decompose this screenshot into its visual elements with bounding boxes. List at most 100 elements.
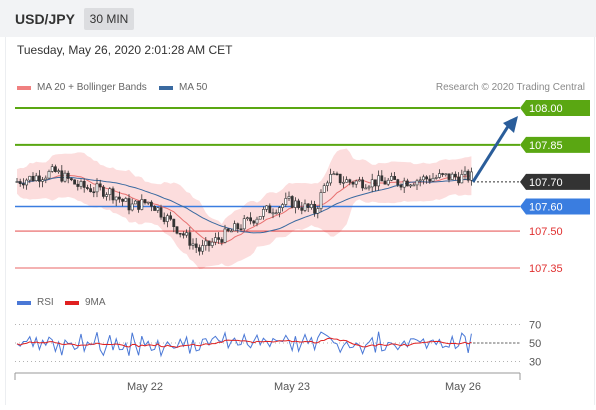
candle-body [31, 175, 35, 181]
candle-body [316, 208, 320, 214]
candle-body [127, 198, 131, 211]
candle-body [44, 177, 48, 181]
candle [373, 179, 377, 192]
candle-body [444, 173, 448, 176]
candle-body [348, 179, 352, 183]
candle-body [399, 184, 403, 188]
candle-body [92, 191, 96, 194]
candle [444, 173, 448, 177]
candle-body [297, 200, 301, 208]
candle [268, 203, 272, 214]
candle-body [284, 198, 288, 205]
candle [402, 177, 406, 193]
candle-body [415, 180, 419, 186]
candle-body [191, 243, 195, 246]
candle [447, 173, 451, 183]
candle [249, 212, 253, 225]
rsi-panel: 70 50 30 [15, 320, 541, 369]
candle-body [98, 183, 102, 188]
candle [415, 178, 419, 190]
candle-body [63, 172, 67, 182]
candle [271, 208, 275, 219]
candle-body [412, 184, 416, 187]
candle [332, 171, 336, 176]
legend-bollinger-label: MA 20 + Bollinger Bands [37, 82, 147, 93]
candle-body [121, 198, 125, 202]
candle [345, 176, 349, 183]
candle-body [156, 207, 160, 211]
candle [198, 244, 201, 256]
candle-body [434, 177, 438, 179]
candle-body [223, 228, 227, 243]
candle [31, 172, 35, 182]
candle [274, 209, 278, 215]
candle [370, 173, 374, 193]
candle-body [111, 188, 115, 201]
candle [261, 206, 265, 220]
candle-body [300, 207, 304, 211]
candle [290, 195, 294, 209]
candle [156, 207, 160, 214]
candle [95, 178, 99, 198]
candle [236, 222, 240, 233]
candle-body [354, 180, 358, 185]
candle-body [268, 205, 272, 214]
candle-body [201, 245, 205, 252]
candle-body [463, 170, 467, 175]
instrument-title: USD/JPY [15, 11, 75, 27]
candle [255, 216, 259, 227]
candle-body [437, 173, 441, 178]
candle-body [357, 179, 361, 182]
level-label-107.50: 107.50 [529, 226, 563, 238]
candle-body [322, 185, 326, 193]
candle [44, 175, 48, 184]
candle-body [143, 199, 147, 204]
level-label-107.85: 107.85 [529, 140, 563, 152]
candle [463, 166, 467, 181]
candle [316, 206, 320, 219]
candle [226, 227, 230, 233]
candle-body [441, 173, 445, 175]
candle-body [469, 171, 473, 181]
level-label-107.60: 107.60 [529, 201, 563, 213]
candle-body [194, 243, 198, 248]
candle [66, 170, 70, 184]
candle-body [332, 173, 336, 176]
candle-body [246, 217, 249, 220]
candle [377, 170, 381, 191]
bollinger-swatch [17, 85, 31, 90]
rsi-level-label-70: 70 [529, 320, 541, 332]
ma50-swatch [159, 85, 173, 90]
legend-ma50-label: MA 50 [179, 82, 208, 93]
candle-body [338, 173, 342, 184]
candle-body [76, 183, 80, 187]
timeframe-badge[interactable]: 30 MIN [84, 8, 134, 30]
candle-body [79, 181, 83, 187]
candle-body [341, 181, 345, 184]
candle [146, 201, 150, 206]
candle-body [386, 179, 390, 185]
candle-body [370, 179, 374, 188]
candle-body [89, 188, 93, 193]
candle [412, 182, 416, 187]
candle-body [281, 204, 285, 208]
candle-body [140, 199, 144, 210]
candle [34, 172, 38, 182]
legend-ma50: MA 50 [159, 82, 207, 93]
candle [313, 200, 317, 217]
candle [178, 232, 182, 238]
candle [166, 213, 169, 228]
candle-body [73, 179, 77, 185]
candle [309, 200, 313, 210]
candle [469, 167, 473, 186]
candle-body [393, 176, 397, 180]
candle-body [421, 176, 425, 181]
candle-body [367, 186, 371, 189]
candle [284, 192, 288, 207]
research-credit: Research © 2020 Trading Central [435, 82, 585, 93]
candle [357, 176, 361, 182]
candle-body [255, 218, 259, 224]
candle [338, 173, 342, 185]
candle [89, 184, 93, 193]
candle [466, 169, 470, 183]
